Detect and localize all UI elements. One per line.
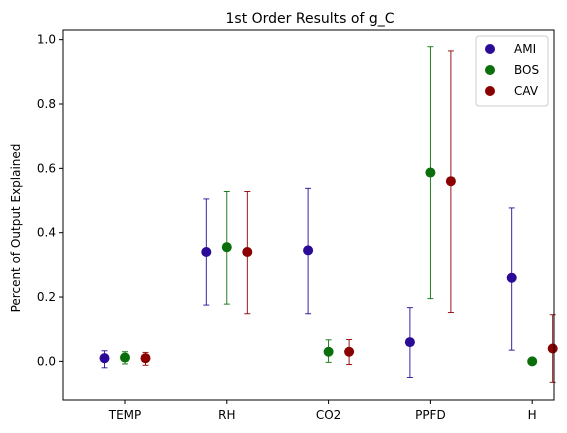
x-tick-label: CO2 [316,408,341,422]
data-point-cav-rh [242,247,253,257]
data-point-bos-h [527,356,538,367]
data-point-ami-h [506,272,517,283]
y-tick-label: 0.6 [37,161,56,175]
data-point-ami-rh [201,247,212,257]
y-tick-label: 0.8 [37,97,56,111]
data-point-ami-temp [99,353,110,364]
data-point-cav-ppfd [445,176,456,187]
chart-title: 1st Order Results of g_C [226,11,395,27]
data-point-ami-co2 [303,245,314,256]
legend-marker-cav [485,86,495,96]
y-tick-label: 0.4 [37,226,56,240]
legend: AMI BOS CAV [475,35,549,107]
x-tick-label: RH [218,408,235,422]
data-point-cav-temp [140,353,151,364]
data-point-bos-co2 [323,346,334,357]
axes-frame [62,29,555,401]
legend-label-cav: CAV [514,84,539,98]
legend-label-bos: BOS [514,63,539,77]
data-point-bos-temp [120,352,130,363]
legend-marker-bos [485,65,495,75]
y-axis-label: Percent of Output Explained [9,144,23,313]
legend-marker-ami [485,44,495,54]
data-point-bos-ppfd [425,167,436,178]
x-tick-label: PPFD [415,408,446,422]
y-tick-label: 0.2 [37,290,56,304]
x-tick-label: TEMP [108,408,142,422]
data-point-ami-ppfd [404,337,415,348]
x-tick-label: H [528,408,537,422]
y-tick-label: 0.0 [37,354,56,368]
plot-area [99,46,558,383]
data-point-cav-h [547,343,558,354]
axes: 0.0 0.2 0.4 0.6 0.8 1.0 TEMP RH CO2 PPFD H [37,29,555,422]
data-point-bos-rh [221,242,232,253]
data-point-cav-co2 [344,346,355,357]
legend-label-ami: AMI [514,42,536,56]
y-tick-label: 1.0 [37,33,56,47]
